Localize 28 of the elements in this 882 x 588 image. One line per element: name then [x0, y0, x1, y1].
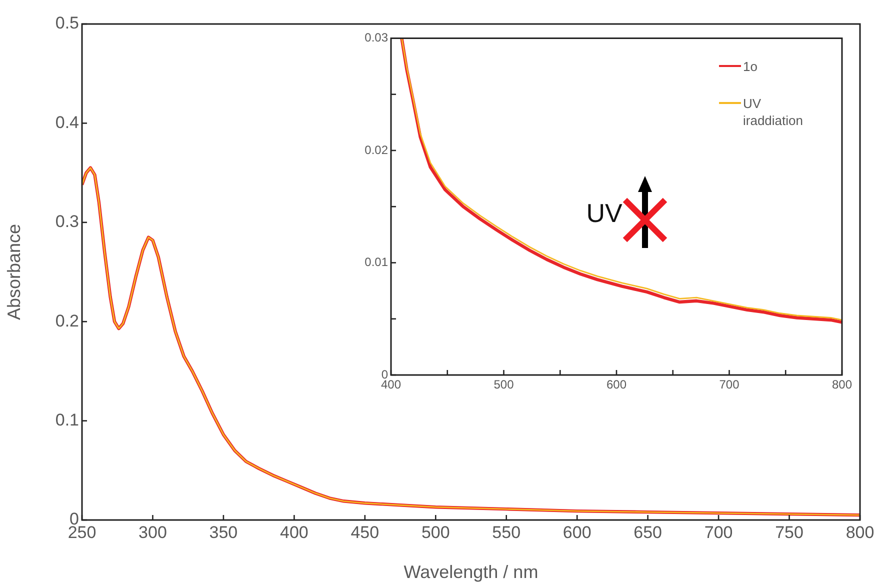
x-tick-label: 750	[775, 522, 804, 542]
x-tick-label: 700	[704, 522, 733, 542]
x-tick-label: 800	[832, 378, 852, 392]
x-tick-label: 800	[846, 522, 874, 542]
x-axis-title: Wavelength / nm	[404, 562, 538, 582]
x-tick-label: 300	[138, 522, 167, 542]
legend-label: UV iraddiation	[743, 95, 804, 129]
x-tick-label: 500	[421, 522, 450, 542]
x-tick-label: 650	[634, 522, 662, 542]
x-tick-label: 550	[492, 522, 521, 542]
y-tick-label: 0.02	[364, 142, 388, 157]
legend-label: 1o	[743, 58, 758, 75]
y-tick-label: 0.2	[55, 311, 79, 330]
x-tick-label: 700	[719, 378, 740, 392]
y-tick-label: 0.03	[364, 30, 388, 45]
y-tick-label: 0.5	[55, 14, 79, 33]
x-tick-label: 350	[209, 522, 238, 542]
y-tick-label: 0.01	[364, 255, 388, 270]
x-tick-label: 600	[606, 378, 627, 392]
x-tick-label: 600	[562, 522, 592, 542]
annotation: UV	[586, 198, 624, 228]
x-tick-label: 400	[280, 522, 308, 542]
y-tick-label: 0.3	[55, 212, 79, 232]
y-tick-label: 0.4	[55, 112, 79, 132]
x-tick-label: 450	[350, 522, 380, 542]
y-axis-title: Absorbance	[4, 224, 24, 320]
y-tick-label: 0.1	[55, 410, 79, 430]
x-tick-label: 500	[494, 378, 514, 392]
